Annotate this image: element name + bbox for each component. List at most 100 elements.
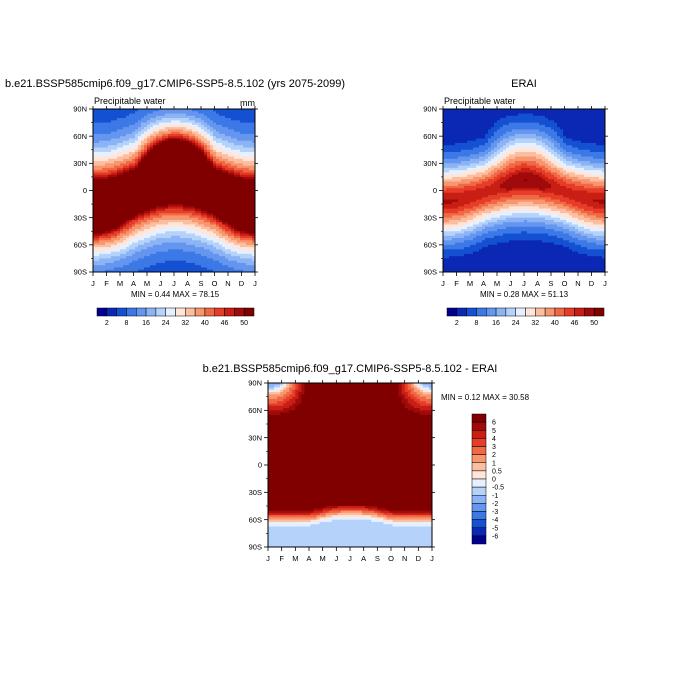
heatmap-cell [147, 219, 151, 223]
heatmap-cell [452, 201, 456, 205]
heatmap-cell [135, 213, 139, 216]
heatmap-cell [165, 208, 169, 212]
heatmap-cell [252, 190, 255, 194]
heatmap-cell [216, 219, 220, 223]
heatmap-cell [455, 210, 459, 214]
heatmap-cell [482, 152, 486, 155]
heatmap-cell [129, 190, 133, 194]
heatmap-cell [455, 122, 459, 126]
heatmap-cell [246, 258, 250, 262]
heatmap-cell [198, 197, 202, 201]
heatmap-cell [213, 165, 217, 169]
heatmap-cell [213, 185, 217, 189]
heatmap-cell [246, 136, 250, 140]
heatmap-cell [476, 201, 480, 205]
heatmap-cell [123, 265, 127, 269]
heatmap-cell [186, 199, 190, 203]
heatmap-cell [452, 231, 456, 235]
heatmap-cell [102, 149, 106, 153]
heatmap-cell [183, 140, 187, 144]
heatmap-cell [183, 190, 187, 194]
heatmap-cell [177, 170, 181, 173]
heatmap-cell [153, 133, 157, 137]
heatmap-cell [138, 233, 142, 237]
colorbar-swatch [96, 307, 108, 317]
heatmap-cell [168, 233, 172, 237]
heatmap-cell [204, 226, 208, 230]
heatmap-cell [108, 253, 112, 257]
heatmap-cell [204, 163, 208, 167]
heatmap-cell [126, 208, 130, 212]
heatmap-cell [126, 142, 130, 146]
heatmap-cell [234, 231, 238, 235]
heatmap-cell [102, 195, 106, 198]
heatmap-cell [111, 260, 115, 264]
heatmap-cell [479, 118, 483, 121]
heatmap-cell [168, 253, 172, 257]
heatmap-cell [150, 147, 154, 151]
heatmap-cell [219, 192, 223, 196]
heatmap-cell [246, 231, 250, 235]
heatmap-cell [216, 235, 220, 239]
heatmap-cell [174, 197, 178, 201]
heatmap-cell [470, 154, 474, 158]
heatmap-cell [204, 217, 208, 221]
colorbar-swatch [243, 307, 255, 317]
heatmap-cell [240, 113, 244, 117]
heatmap-cell [455, 260, 459, 264]
heatmap-cell [252, 129, 255, 133]
heatmap-cell [443, 133, 447, 137]
heatmap-cell [96, 208, 100, 212]
heatmap-cell [473, 181, 477, 185]
heatmap-cell [473, 242, 477, 246]
heatmap-cell [96, 199, 100, 203]
heatmap-cell [162, 124, 166, 128]
heatmap-cell [126, 269, 130, 272]
heatmap-cell [99, 120, 103, 124]
heatmap-cell [129, 213, 133, 216]
heatmap-cell [150, 228, 154, 232]
heatmap-cell [216, 222, 220, 226]
heatmap-cell [228, 185, 232, 189]
heatmap-cell [201, 174, 205, 178]
heatmap-cell [473, 190, 477, 194]
heatmap-cell [443, 152, 447, 155]
heatmap-cell [186, 240, 190, 244]
heatmap-cell [171, 113, 175, 117]
heatmap-cell [443, 244, 447, 248]
heatmap-cell [111, 124, 115, 128]
heatmap-cell [446, 115, 450, 119]
heatmap-cell [105, 269, 109, 272]
heatmap-cell [246, 131, 250, 135]
heatmap-cell [219, 145, 223, 149]
heatmap-cell [473, 262, 477, 266]
heatmap-cell [467, 188, 471, 192]
heatmap-cell [165, 253, 169, 257]
heatmap-cell [443, 192, 447, 196]
heatmap-cell [138, 167, 142, 171]
heatmap-cell [183, 149, 187, 153]
heatmap-cell [449, 269, 453, 272]
heatmap-cell [452, 242, 456, 246]
heatmap-cell [470, 131, 474, 135]
heatmap-cell [210, 262, 214, 266]
heatmap-cell [192, 138, 196, 142]
heatmap-cell [252, 249, 255, 253]
heatmap-cell [216, 267, 220, 271]
heatmap-cell [126, 247, 130, 250]
heatmap-cell [96, 219, 100, 223]
heatmap-cell [198, 188, 202, 192]
heatmap-cell [473, 215, 477, 219]
heatmap-cell [455, 181, 459, 185]
heatmap-cell [114, 197, 118, 201]
heatmap-cell [249, 224, 253, 228]
heatmap-cell [458, 127, 462, 130]
heatmap-cell [216, 111, 220, 115]
heatmap-cell [464, 111, 468, 115]
heatmap-cell [126, 265, 130, 269]
heatmap-cell [207, 262, 211, 266]
heatmap-cell [135, 208, 139, 212]
heatmap-cell [141, 133, 145, 137]
heatmap-cell [111, 190, 115, 194]
